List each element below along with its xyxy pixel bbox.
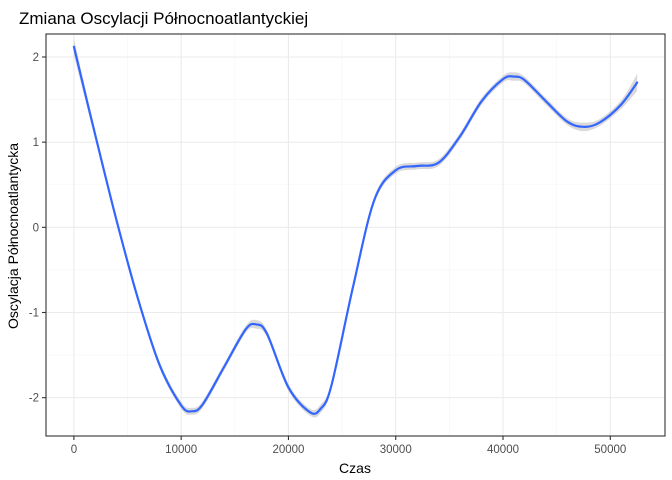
- y-tick-label: 2: [33, 52, 39, 64]
- x-tick-label: 10000: [165, 444, 197, 456]
- y-tick-label: 1: [33, 137, 39, 149]
- series-line: [72, 45, 639, 415]
- x-tick-label: 0: [71, 444, 77, 456]
- y-axis-title: Oscylacja Północnoatlantycka: [5, 143, 21, 329]
- y-tick-label: -1: [29, 308, 39, 320]
- x-tick-label: 40000: [487, 444, 519, 456]
- y-tick-label: 0: [33, 222, 39, 234]
- x-tick-label: 30000: [380, 444, 412, 456]
- y-axis: -2 -1 0 1 2: [29, 52, 46, 405]
- x-tick-label: 20000: [272, 444, 304, 456]
- series-line-layer: [72, 45, 639, 415]
- x-axis-title: Czas: [339, 460, 371, 476]
- chart-title: Zmiana Oscylacji Północnoatlantyckiej: [19, 9, 308, 28]
- x-axis: 0 10000 20000 30000 40000 50000: [71, 436, 626, 456]
- x-tick-label: 50000: [594, 444, 626, 456]
- plot-panel-border: [45, 33, 666, 437]
- y-tick-label: -2: [29, 393, 39, 405]
- grid: [46, 34, 665, 436]
